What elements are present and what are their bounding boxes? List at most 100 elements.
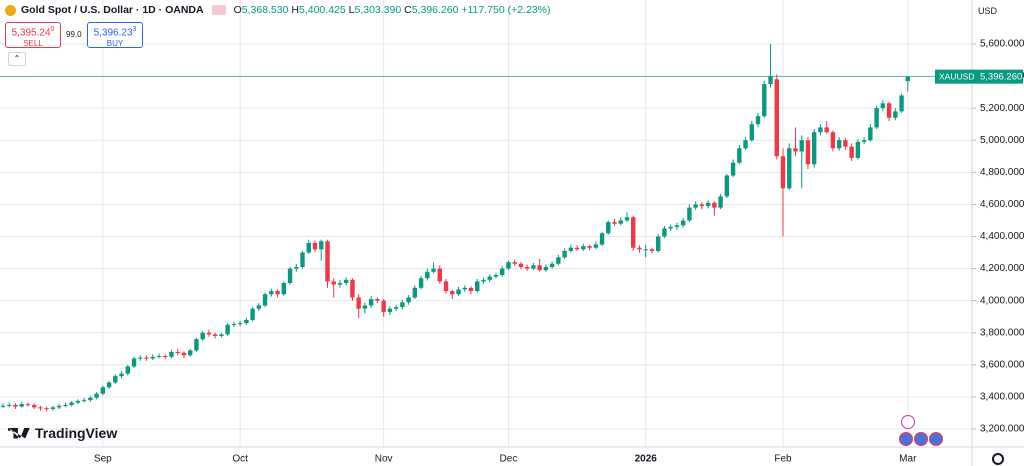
- candle-body: [475, 281, 480, 292]
- candle-body: [368, 299, 374, 306]
- candle-body: [724, 175, 730, 197]
- candle-body: [312, 242, 318, 250]
- candle-body: [705, 202, 711, 207]
- candle-body: [593, 244, 598, 248]
- candle-body: [574, 247, 580, 250]
- low-value: 5,303.390: [354, 4, 402, 16]
- econ-icons[interactable]: [899, 432, 943, 446]
- candle-body: [231, 323, 237, 325]
- candle-body: [755, 116, 761, 125]
- x-tick-label: Feb: [774, 454, 792, 465]
- candle-body: [849, 146, 854, 158]
- candle-body: [418, 278, 424, 288]
- low-key: L: [348, 4, 355, 16]
- candle-body: [275, 291, 280, 295]
- settings-icon[interactable]: [992, 453, 1004, 465]
- candle-body: [69, 402, 74, 405]
- candle-body: [175, 352, 180, 354]
- y-tick-label: 5,600.000: [980, 39, 1024, 50]
- candle-body: [443, 281, 449, 292]
- buy-sup: 3: [132, 26, 137, 33]
- candle-body: [400, 302, 405, 308]
- candle-body: [169, 352, 174, 357]
- candle-body: [730, 162, 736, 176]
- candle-body: [75, 400, 81, 403]
- candle-body: [144, 357, 149, 359]
- candle-body: [44, 408, 49, 410]
- candle-body: [868, 127, 873, 141]
- currency[interactable]: USD: [978, 6, 998, 16]
- candle-body: [331, 281, 336, 285]
- candle-body: [431, 268, 436, 272]
- flag-icon[interactable]: [211, 5, 226, 15]
- candle-body: [250, 308, 255, 320]
- y-tick-label: 3,600.000: [980, 359, 1024, 370]
- candle-body: [718, 196, 723, 208]
- close-key: C: [404, 4, 412, 16]
- candle-body: [300, 252, 305, 267]
- y-tick-label: 3,200.000: [980, 424, 1024, 435]
- candle-body: [244, 319, 249, 324]
- candle-body: [212, 334, 218, 336]
- candle-body: [456, 289, 461, 295]
- candle-body: [237, 323, 243, 325]
- brand[interactable]: TradingView: [8, 425, 117, 441]
- y-tick-label: 4,200.000: [980, 263, 1024, 274]
- candle-body: [780, 156, 786, 189]
- candle-body: [668, 226, 673, 229]
- candle-body: [618, 220, 623, 224]
- open-value: 5,368.530: [241, 4, 289, 16]
- x-tick-label: Oct: [232, 454, 248, 465]
- candle-body: [824, 127, 829, 133]
- buy-button[interactable]: 5,396.233 BUY: [87, 22, 143, 48]
- candle-body: [656, 236, 661, 251]
- candle-body: [493, 275, 499, 277]
- candle-body: [606, 222, 611, 234]
- candle-body: [531, 265, 536, 269]
- candle-body: [749, 124, 754, 141]
- candle-body: [225, 324, 230, 335]
- candle-body: [19, 404, 24, 407]
- flag: [914, 432, 928, 446]
- candle-body: [712, 202, 717, 208]
- brand-logo: [8, 427, 30, 439]
- candle-body: [599, 233, 605, 245]
- candle-body: [699, 204, 705, 207]
- candle-body: [156, 356, 162, 358]
- price-tag-value: 5,396.260: [980, 72, 1022, 83]
- candle-body: [88, 397, 93, 401]
- y-tick-label: 5,200.000: [980, 103, 1024, 114]
- candle-body: [319, 241, 324, 250]
- candle-body: [774, 79, 779, 157]
- candle-body: [356, 297, 361, 309]
- candle-body: [188, 350, 193, 356]
- candle-body: [50, 407, 56, 409]
- candle-body: [13, 404, 18, 407]
- open-key: O: [233, 4, 242, 16]
- candle-body: [812, 132, 817, 165]
- candle-body: [256, 305, 262, 309]
- x-tick-label: Mar: [899, 454, 917, 465]
- candle-body: [294, 266, 299, 269]
- candle-body: [543, 266, 549, 271]
- candle-body: [393, 307, 399, 309]
- candle-body: [643, 249, 648, 251]
- candle-body: [587, 246, 592, 248]
- events-icon[interactable]: [901, 415, 915, 429]
- candle-body: [562, 250, 567, 258]
- candle-body: [581, 246, 586, 250]
- symbol-title[interactable]: Gold Spot / U.S. Dollar · 1D · OANDA: [21, 4, 204, 16]
- candle-body: [805, 140, 811, 165]
- candle-body: [674, 225, 680, 227]
- candle-body: [163, 356, 168, 358]
- sell-button[interactable]: 5,395.240 SELL: [5, 22, 61, 48]
- candle-body: [337, 283, 343, 285]
- candle-body: [512, 262, 517, 264]
- collapse-button[interactable]: ⌃: [8, 52, 26, 66]
- candle-body: [425, 271, 430, 279]
- candle-body: [880, 103, 886, 109]
- x-tick-label: Sep: [94, 454, 112, 465]
- candle-body: [899, 95, 904, 112]
- candle-body: [468, 287, 474, 292]
- candle-body: [350, 279, 355, 298]
